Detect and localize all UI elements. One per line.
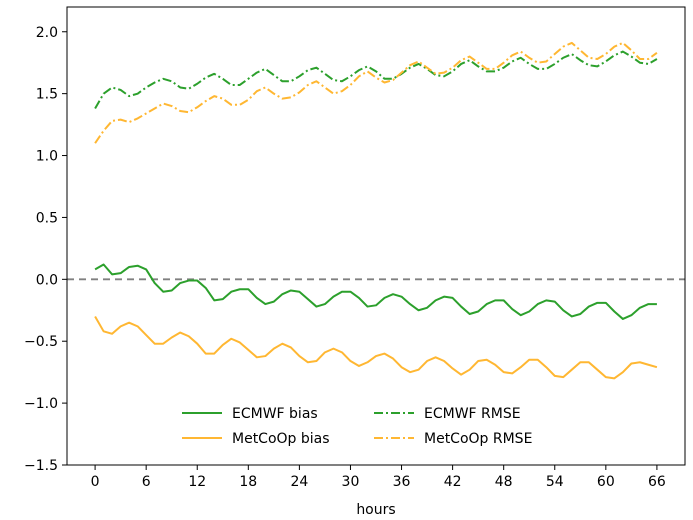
legend-label-0: ECMWF bias — [232, 406, 318, 422]
y-tick-label: −0.5 — [24, 334, 58, 350]
x-tick-label: 60 — [597, 474, 615, 490]
x-tick-label: 48 — [495, 474, 513, 490]
x-tick-label: 54 — [546, 474, 564, 490]
legend-label-2: ECMWF RMSE — [424, 406, 521, 422]
y-tick-label: 2.0 — [36, 25, 58, 41]
y-tick-label: 0.5 — [36, 210, 58, 226]
series-line-2 — [94, 50, 658, 109]
legend-label-1: MetCoOp bias — [232, 431, 330, 447]
y-tick-label: −1.5 — [24, 458, 58, 474]
x-tick-label: 30 — [342, 474, 360, 490]
series-line-0 — [94, 263, 657, 320]
x-tick-label: 42 — [444, 474, 462, 490]
plot-frame — [66, 6, 686, 466]
x-tick-label: 0 — [91, 474, 100, 490]
series-lines — [67, 41, 685, 380]
series-line-1 — [94, 315, 658, 380]
y-tick-label: 0.0 — [36, 272, 58, 288]
x-tick-label: 18 — [239, 474, 257, 490]
legend: ECMWF bias ECMWF RMSE MetCoOp bias MetCoOp … — [182, 406, 532, 447]
x-tick-label: 6 — [142, 474, 151, 490]
legend-label-3: MetCoOp RMSE — [424, 431, 532, 447]
y-tick-label: 1.5 — [36, 87, 58, 103]
series-line-3 — [94, 41, 658, 144]
y-tick-label: −1.0 — [24, 396, 58, 412]
x-axis-ticks: 0 6 12 18 24 30 36 42 48 54 60 66 — [91, 465, 666, 490]
x-tick-label: 36 — [393, 474, 411, 490]
x-tick-label: 24 — [290, 474, 308, 490]
x-axis-label: hours — [356, 502, 395, 518]
x-tick-label: 12 — [188, 474, 206, 490]
y-tick-label: 1.0 — [36, 149, 58, 165]
y-axis-ticks: −1.5 −1.0 −0.5 0.0 0.5 1.0 1.5 2.0 — [24, 25, 67, 474]
x-tick-label: 66 — [648, 474, 666, 490]
